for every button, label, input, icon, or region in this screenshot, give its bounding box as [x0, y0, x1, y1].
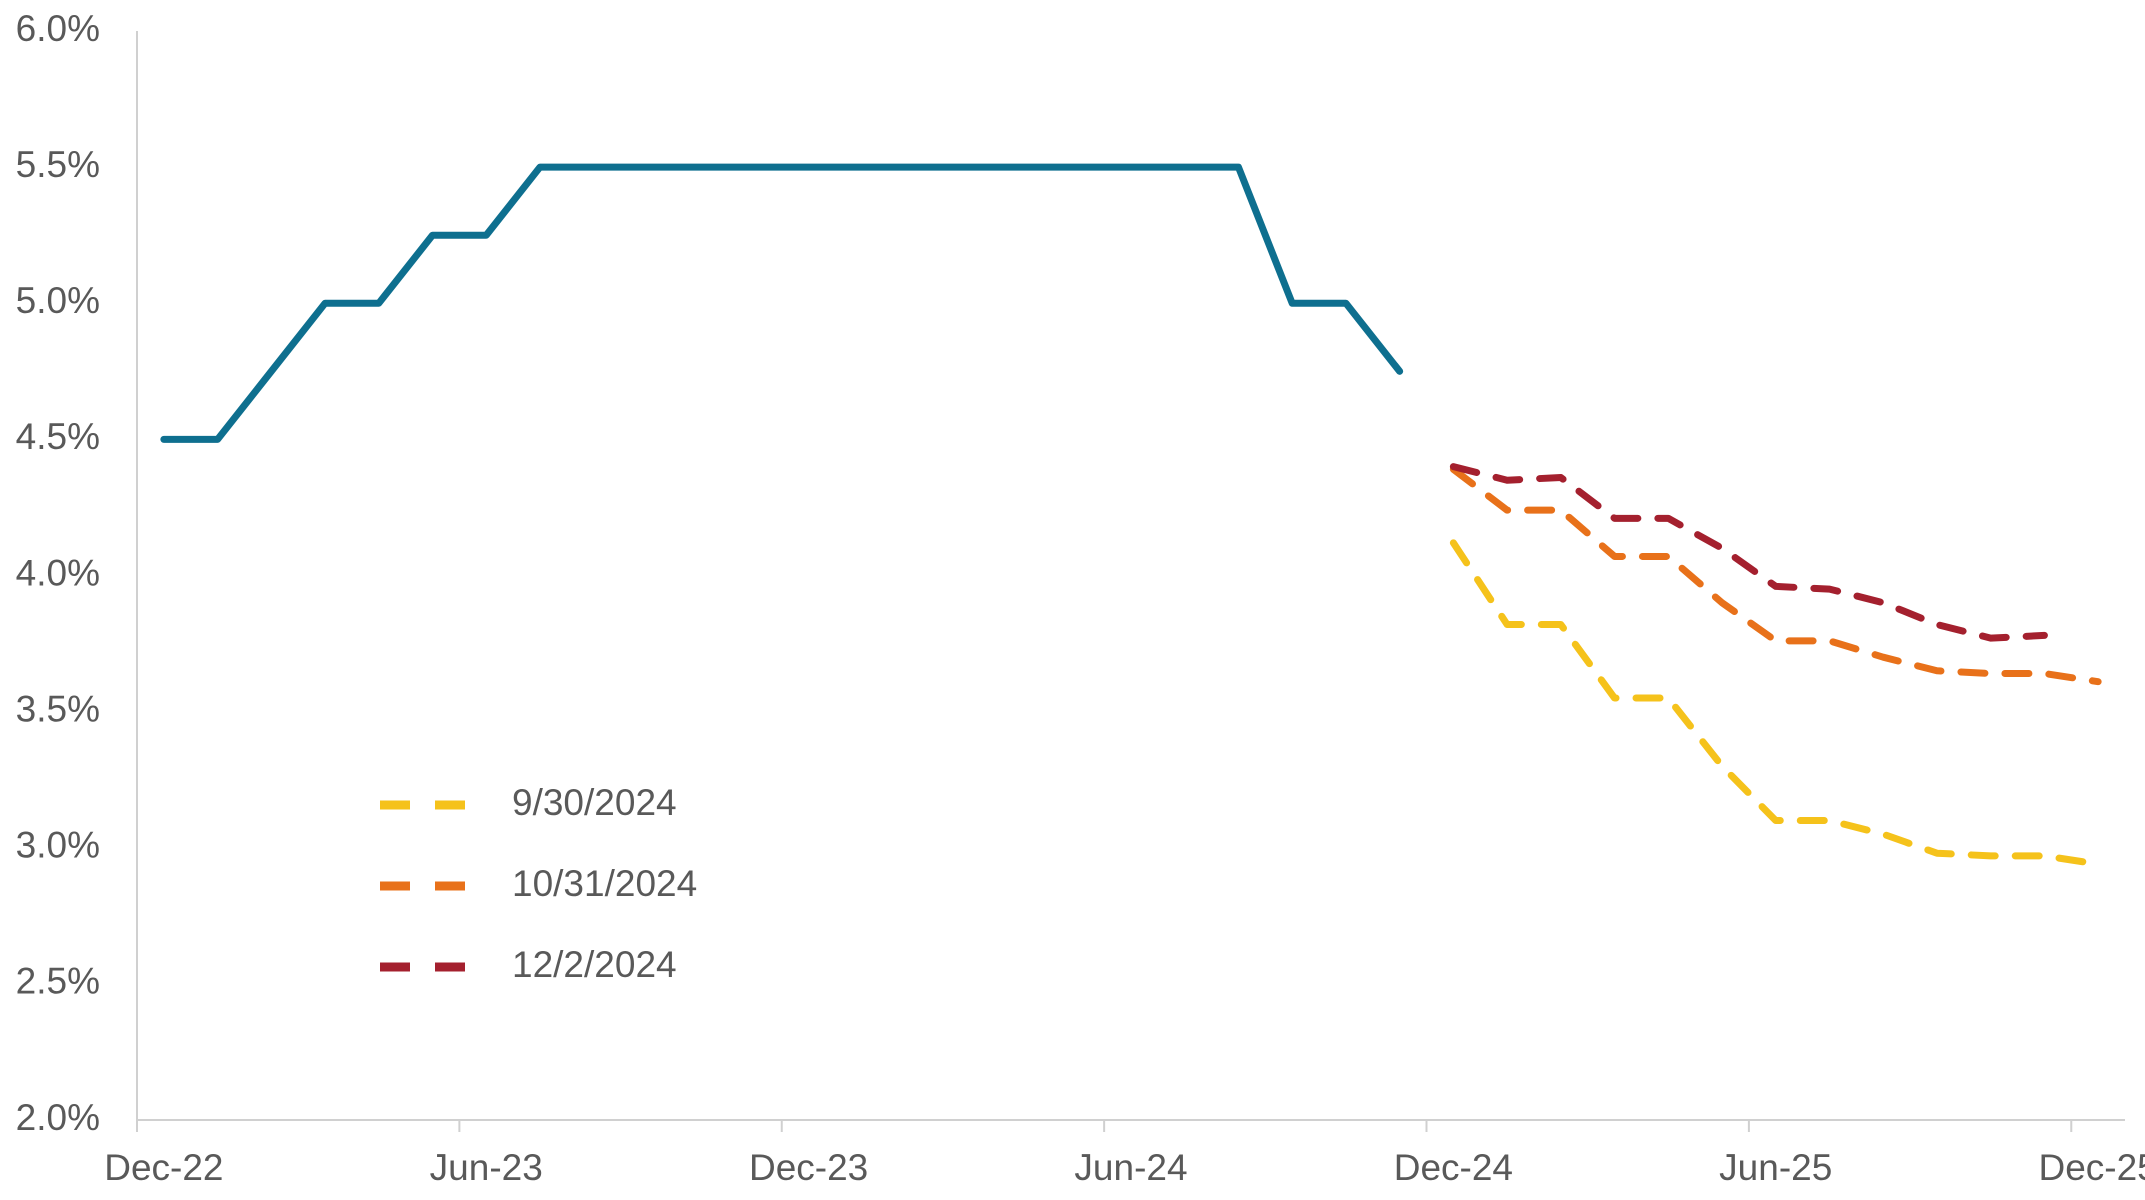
- y-tick-label: 5.0%: [16, 280, 100, 321]
- y-tick-label: 5.5%: [16, 144, 100, 185]
- x-tick-label: Dec-23: [749, 1147, 868, 1188]
- y-tick-label: 4.5%: [16, 416, 100, 457]
- y-tick-label: 3.0%: [16, 825, 100, 866]
- legend-label: 10/31/2024: [512, 863, 697, 904]
- legend-label: 9/30/2024: [512, 782, 677, 823]
- y-tick-label: 3.5%: [16, 688, 100, 729]
- x-tick-label: Jun-24: [1074, 1147, 1187, 1188]
- y-tick-label: 2.5%: [16, 961, 100, 1002]
- series-line: [1449, 465, 2102, 686]
- x-tick-label: Dec-24: [1394, 1147, 1513, 1188]
- series-line: [160, 163, 1404, 443]
- y-tick-label: 4.0%: [16, 552, 100, 593]
- y-tick-label: 6.0%: [16, 8, 100, 49]
- series-line: [1449, 463, 2048, 642]
- legend-label: 12/2/2024: [512, 944, 677, 985]
- y-tick-label: 2.0%: [16, 1097, 100, 1138]
- x-tick-label: Dec-25: [2038, 1147, 2145, 1188]
- x-tick-label: Jun-25: [1719, 1147, 1832, 1188]
- x-tick-label: Dec-22: [104, 1147, 223, 1188]
- series-line: [1449, 539, 2102, 868]
- x-tick-label: Jun-23: [430, 1147, 543, 1188]
